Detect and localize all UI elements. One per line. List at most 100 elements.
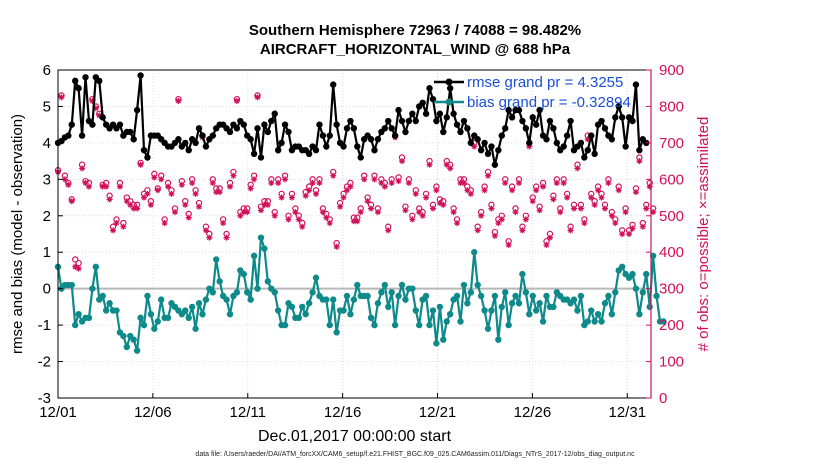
- obs-assimilated-point: [61, 176, 68, 183]
- bias-point: [381, 281, 389, 289]
- obs-assimilated-point: [388, 179, 395, 186]
- obs-assimilated-point: [577, 205, 584, 212]
- obs-assimilated-point: [584, 136, 591, 143]
- y-tick-label-left: -3: [38, 390, 51, 407]
- y-tick-label-left: -1: [38, 317, 51, 334]
- rmse-point: [247, 136, 254, 143]
- bias-point: [464, 300, 471, 307]
- rmse-point: [68, 121, 75, 128]
- obs-assimilated-point: [454, 220, 461, 227]
- bias-point: [426, 321, 433, 329]
- rmse-point: [484, 150, 492, 158]
- bias-point: [543, 292, 550, 300]
- obs-assimilated-point: [588, 194, 595, 201]
- obs-assimilated-point: [571, 205, 578, 212]
- rmse-point: [371, 146, 378, 154]
- bias-point: [123, 343, 131, 351]
- bias-point: [350, 296, 358, 303]
- rmse-point: [436, 110, 444, 117]
- obs-assimilated-point: [368, 205, 375, 212]
- obs-assimilated-point: [237, 212, 244, 219]
- rmse-point: [202, 143, 210, 150]
- rmse-point: [340, 143, 347, 150]
- bias-point: [436, 303, 444, 311]
- bias-point: [158, 296, 165, 303]
- obs-assimilated-point: [519, 227, 526, 234]
- bias-point: [164, 314, 172, 322]
- obs-assimilated-point: [436, 200, 443, 207]
- data-file-footnote: data file: /Users/raeder/DAI/ATM_forcXX/…: [195, 451, 635, 458]
- rmse-point: [412, 117, 419, 125]
- obs-assimilated-point: [233, 97, 240, 104]
- obs-assimilated-point: [168, 190, 175, 197]
- bias-point: [147, 310, 155, 318]
- rmse-point: [491, 161, 499, 168]
- obs-assimilated-point: [319, 209, 326, 216]
- bias-point: [502, 289, 509, 296]
- obs-assimilated-point: [96, 112, 103, 119]
- obs-assimilated-point: [116, 183, 123, 190]
- rmse-point: [543, 136, 550, 143]
- bias-point: [343, 292, 351, 300]
- bias-point: [388, 289, 395, 296]
- obs-assimilated-point: [316, 179, 323, 186]
- chart-title: Southern Hemisphere 72963 / 74088 = 98.4…: [248, 22, 582, 39]
- bias-point: [254, 285, 261, 292]
- obs-assimilated-point: [223, 234, 230, 241]
- obs-assimilated-point: [536, 207, 543, 214]
- rmse-point: [515, 106, 523, 114]
- bias-point: [288, 303, 296, 311]
- obs-assimilated-point: [147, 201, 154, 208]
- obs-assimilated-point: [374, 209, 381, 216]
- rmse-point: [608, 136, 616, 143]
- obs-possible-point: [72, 256, 79, 263]
- rmse-point: [116, 121, 124, 128]
- rmse-point: [563, 132, 571, 139]
- bias-point: [591, 318, 598, 325]
- rmse-point: [453, 121, 461, 128]
- bias-point: [508, 300, 516, 307]
- rmse-point: [305, 150, 313, 158]
- rmse-point: [577, 139, 585, 147]
- rmse-point: [409, 110, 416, 117]
- rmse-point: [391, 132, 399, 139]
- bias-point: [226, 310, 234, 318]
- bias-point: [299, 303, 306, 311]
- obs-assimilated-point: [457, 179, 464, 186]
- bias-point: [106, 300, 113, 307]
- bias-point: [354, 281, 361, 289]
- rmse-point: [474, 136, 481, 143]
- bias-point: [653, 292, 660, 300]
- bias-point: [601, 300, 609, 307]
- obs-assimilated-point: [261, 201, 268, 208]
- obs-assimilated-point: [216, 189, 223, 196]
- obs-assimilated-point: [343, 187, 350, 194]
- obs-assimilated-point: [72, 263, 79, 270]
- obs-assimilated-point: [467, 190, 474, 197]
- obs-assimilated-point: [340, 194, 347, 201]
- bias-point: [367, 314, 375, 322]
- obs-assimilated-point: [247, 185, 254, 192]
- obs-assimilated-point: [178, 181, 185, 188]
- rmse-point: [330, 81, 337, 88]
- obs-assimilated-point: [423, 194, 430, 201]
- obs-assimilated-point: [151, 174, 158, 181]
- bias-point: [477, 292, 485, 300]
- rmse-point: [457, 128, 464, 136]
- obs-assimilated-point: [285, 216, 292, 223]
- obs-assimilated-point: [354, 218, 361, 225]
- obs-assimilated-point: [491, 232, 498, 239]
- bias-point: [639, 289, 647, 296]
- rmse-point: [405, 117, 413, 125]
- obs-assimilated-point: [529, 198, 536, 205]
- bias-point: [605, 292, 612, 300]
- bias-point: [594, 310, 602, 318]
- rmse-point: [278, 139, 285, 147]
- rmse-point: [498, 132, 505, 139]
- rmse-point: [529, 114, 536, 121]
- rmse-point: [226, 128, 234, 136]
- obs-assimilated-point: [399, 158, 406, 165]
- y-tick-label-left: -2: [38, 354, 51, 371]
- rmse-point: [209, 132, 217, 139]
